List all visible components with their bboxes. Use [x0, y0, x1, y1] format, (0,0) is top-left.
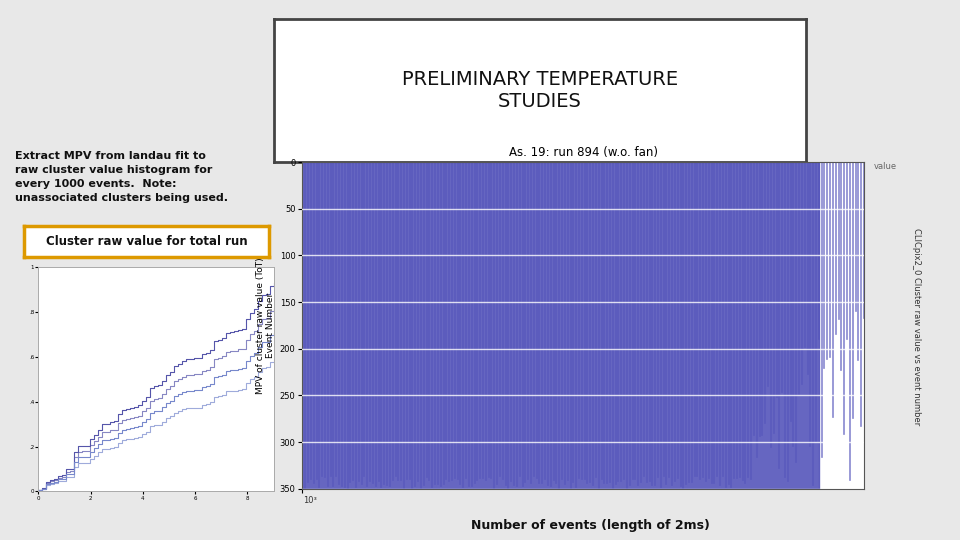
Y-axis label: MPV of cluster raw value (ToT)
Event Number: MPV of cluster raw value (ToT) Event Num… — [256, 257, 276, 394]
Text: value: value — [874, 162, 897, 171]
Text: CLICpix2_0 Cluster raw value vs event number: CLICpix2_0 Cluster raw value vs event nu… — [912, 228, 922, 426]
Text: Extract MPV from landau fit to
raw cluster value histogram for
every 1000 events: Extract MPV from landau fit to raw clust… — [14, 151, 228, 203]
Title: As. 19: run 894 (w.o. fan): As. 19: run 894 (w.o. fan) — [509, 146, 658, 159]
Text: Number of events (length of 2ms): Number of events (length of 2ms) — [471, 519, 709, 532]
Text: PRELIMINARY TEMPERATURE
STUDIES: PRELIMINARY TEMPERATURE STUDIES — [402, 70, 678, 111]
Text: Cluster raw value for total run: Cluster raw value for total run — [45, 234, 248, 248]
Text: 10³: 10³ — [303, 496, 317, 505]
